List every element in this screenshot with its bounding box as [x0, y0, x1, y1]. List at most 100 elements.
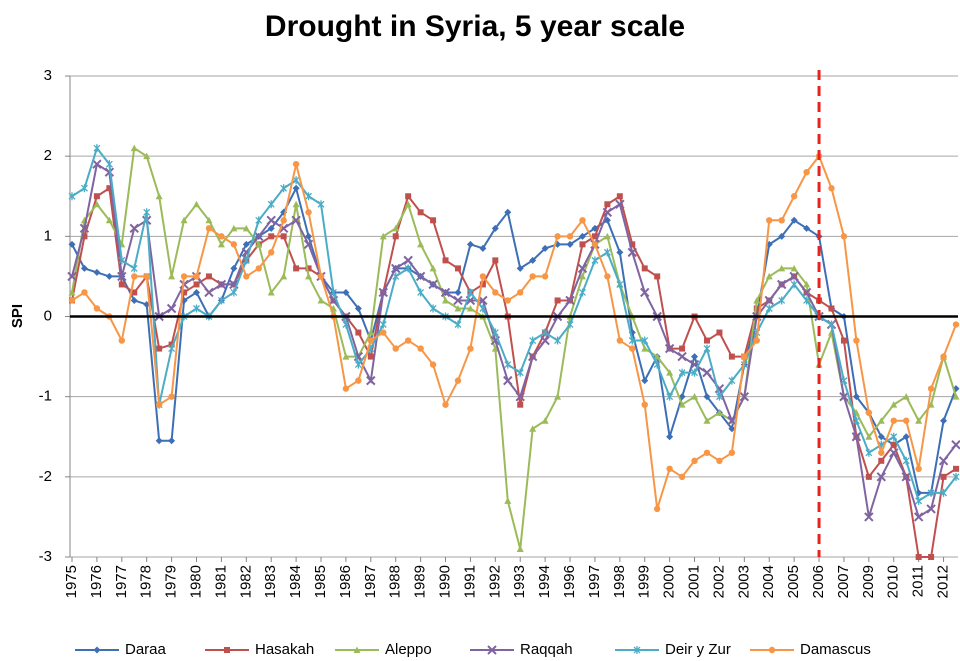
marker: [118, 256, 126, 265]
y-tick-label: 2: [44, 147, 52, 164]
marker: [913, 512, 924, 522]
marker: [155, 401, 163, 408]
marker: [851, 432, 862, 442]
legend-item: Deir y Zur: [615, 641, 731, 658]
marker: [615, 199, 625, 209]
marker: [940, 417, 948, 425]
marker: [355, 329, 362, 336]
marker: [852, 416, 860, 425]
marker: [367, 353, 374, 360]
marker: [753, 337, 760, 344]
marker: [803, 296, 811, 305]
marker: [666, 465, 673, 473]
marker: [902, 417, 910, 424]
marker: [417, 240, 425, 248]
marker: [242, 224, 250, 232]
x-tick-label: 1991: [461, 565, 478, 598]
x-tick-label: 1976: [88, 565, 105, 598]
marker: [292, 200, 300, 208]
marker: [143, 152, 151, 160]
marker: [118, 281, 125, 288]
marker: [417, 345, 424, 352]
marker: [330, 288, 337, 297]
marker: [479, 304, 487, 313]
marker: [81, 233, 88, 240]
marker: [255, 240, 263, 248]
x-tick-label: 1992: [486, 565, 503, 598]
marker: [218, 233, 225, 240]
marker: [852, 393, 860, 401]
marker: [105, 272, 113, 280]
marker: [205, 225, 213, 232]
x-tick-label: 1979: [163, 565, 180, 598]
marker: [616, 248, 624, 256]
marker: [803, 224, 811, 232]
x-tick-label: 2010: [885, 565, 902, 598]
x-tick-label: 2009: [860, 565, 877, 598]
marker: [790, 193, 798, 200]
marker: [366, 375, 376, 386]
marker: [442, 401, 449, 408]
marker: [566, 240, 574, 248]
marker: [579, 288, 586, 297]
marker: [204, 287, 214, 298]
marker: [242, 240, 250, 248]
marker: [280, 233, 287, 240]
marker: [890, 432, 898, 441]
marker: [180, 216, 188, 224]
marker: [81, 289, 88, 296]
marker: [68, 297, 76, 304]
marker: [790, 280, 798, 289]
marker: [753, 305, 760, 312]
marker: [254, 231, 264, 242]
marker: [753, 296, 761, 304]
marker: [828, 305, 835, 312]
marker: [691, 393, 699, 400]
marker: [790, 264, 798, 272]
marker: [578, 232, 586, 240]
marker: [678, 401, 686, 408]
marker: [68, 192, 76, 201]
marker: [442, 257, 449, 264]
marker: [354, 360, 362, 369]
y-tick-label: 1: [44, 227, 52, 244]
marker: [392, 272, 400, 281]
marker: [131, 273, 138, 280]
marker: [768, 646, 776, 654]
marker: [952, 321, 960, 328]
marker: [156, 345, 163, 352]
marker: [193, 273, 200, 280]
marker: [629, 345, 636, 352]
marker: [541, 244, 549, 252]
legend-label: Daraa: [125, 641, 167, 658]
marker: [504, 208, 512, 216]
series-line: [71, 146, 957, 503]
marker: [429, 304, 437, 313]
marker: [417, 288, 425, 297]
y-axis-label: SPI: [9, 304, 26, 328]
marker: [317, 200, 325, 209]
marker: [915, 554, 922, 560]
marker: [303, 239, 314, 250]
marker: [166, 303, 177, 314]
marker: [591, 233, 598, 240]
marker: [840, 337, 847, 344]
marker: [193, 288, 201, 296]
x-tick-label: 1985: [312, 565, 329, 598]
marker: [616, 193, 623, 200]
x-tick-label: 1997: [586, 565, 603, 598]
marker: [577, 263, 588, 274]
marker: [529, 425, 537, 432]
marker: [67, 271, 77, 282]
series-line: [71, 185, 957, 494]
marker: [104, 167, 115, 177]
marker: [691, 457, 698, 464]
x-tick-label: 1975: [63, 565, 80, 598]
marker: [342, 385, 350, 392]
marker: [80, 184, 88, 193]
marker: [554, 297, 561, 304]
marker: [641, 401, 648, 408]
marker: [728, 376, 736, 385]
marker: [653, 353, 661, 360]
marker: [280, 184, 288, 193]
